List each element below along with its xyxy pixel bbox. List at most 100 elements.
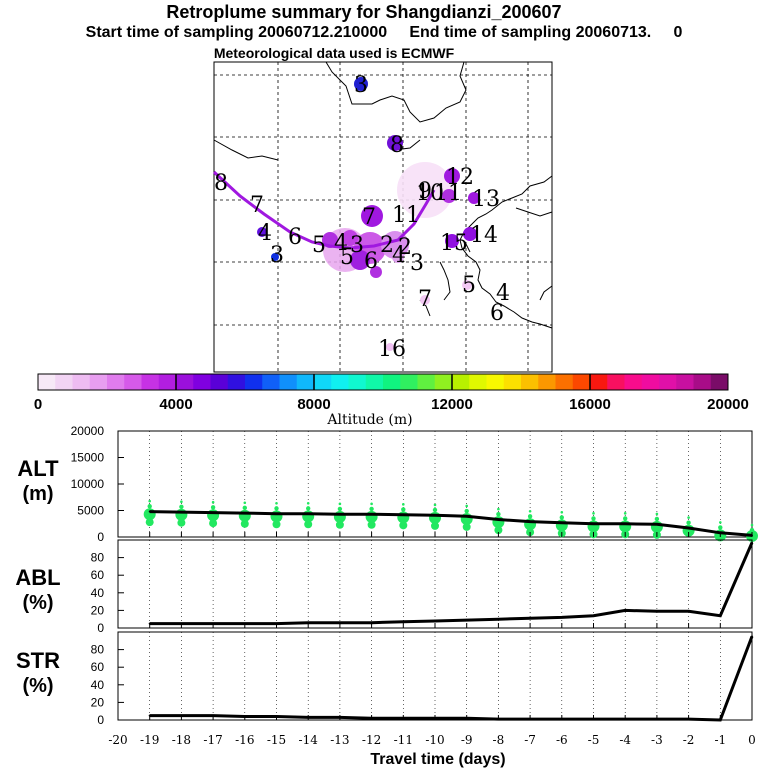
data-point <box>243 512 246 515</box>
colorbar-swatch <box>72 374 91 390</box>
y-tick-label: 20000 <box>71 424 105 438</box>
colorbar-swatch <box>590 374 608 390</box>
data-point <box>624 522 627 525</box>
map-day-label: 3 <box>354 73 368 98</box>
colorbar-tick-label: 4000 <box>159 396 192 413</box>
map-day-label: 7 <box>250 193 264 218</box>
alt-spread-dot <box>401 507 406 512</box>
data-point <box>624 609 627 612</box>
colorbar-swatch <box>521 374 539 390</box>
map-day-label: 7 <box>418 287 432 312</box>
colorbar-frame <box>37 373 729 391</box>
alt-spread-dot <box>560 511 564 514</box>
colorbar-swatch <box>624 374 643 390</box>
alt-spread-dot <box>338 502 342 506</box>
alt-spread-dot <box>402 503 405 506</box>
map-day-label: 2 <box>380 233 394 258</box>
x-tick-label: -6 <box>556 733 568 747</box>
alt-spread-dot <box>431 521 439 530</box>
map-day-label: 4 <box>334 231 348 256</box>
x-tick-label: -16 <box>235 733 254 747</box>
colorbar-tick-label: 16000 <box>569 396 611 413</box>
alt-spread-dot <box>211 500 215 504</box>
data-point <box>719 614 722 617</box>
map-coastlines <box>213 61 553 329</box>
alt-label: ALT <box>17 456 59 481</box>
alt-spread-dot <box>179 504 184 509</box>
colorbar-swatch <box>107 374 125 390</box>
data-point <box>434 514 436 517</box>
alt-spread-dot <box>465 504 469 508</box>
alt-series-line <box>149 510 753 537</box>
map-day-label: 10 <box>416 181 444 206</box>
x-tick-label: -13 <box>330 733 349 747</box>
alt-spread-dot <box>240 519 249 528</box>
map-day-label: 16 <box>378 337 406 362</box>
data-point <box>592 522 595 525</box>
colorbar-swatch <box>383 374 401 390</box>
colorbar-swatch <box>331 374 349 390</box>
alt-spread-dot <box>718 525 723 530</box>
map-day-label: 3 <box>410 251 424 276</box>
y-tick-label: 20 <box>91 695 105 709</box>
colorbar-swatch <box>538 374 556 390</box>
map-day-label: 3 <box>270 243 284 268</box>
str-series-line <box>149 635 754 722</box>
colorbar-tick-label: 20000 <box>707 396 749 413</box>
x-tick-label: -11 <box>394 733 413 747</box>
alt-spread-dot <box>494 526 503 535</box>
data-point <box>751 541 753 544</box>
data-point <box>655 610 658 613</box>
colorbar-swatch <box>486 374 505 390</box>
alt-spread-dot <box>306 501 310 505</box>
abl-unit: (%) <box>22 592 53 614</box>
map-day-label: 4 <box>392 243 406 268</box>
map-day-label: 11 <box>434 181 462 206</box>
colorbar-tick-label: 12000 <box>431 396 473 413</box>
alt-spread-dot <box>654 516 660 522</box>
map-day-label: 5 <box>312 233 326 258</box>
str-unit: (%) <box>22 675 53 697</box>
map-day-label: 6 <box>364 249 378 274</box>
alt-spread-dot <box>145 518 154 527</box>
alt-spread-dot <box>274 506 279 511</box>
colorbar-swatch <box>555 374 574 390</box>
alt-spread-dot <box>180 500 183 504</box>
data-point <box>655 523 658 526</box>
data-point <box>497 518 500 521</box>
alt-spread-dot <box>432 507 438 513</box>
x-tick-label: -2 <box>683 733 695 747</box>
map-day-label: 6 <box>490 301 504 326</box>
data-point <box>687 526 690 529</box>
chart-title: Retroplume summary for Shangdianzi_20060… <box>166 2 562 22</box>
colorbar-swatch <box>158 374 177 390</box>
alt-spread-dot <box>243 501 247 505</box>
y-tick-label: 5000 <box>77 504 104 518</box>
colorbar-swatch <box>89 374 108 390</box>
data-point <box>307 512 310 515</box>
x-tick-label: -14 <box>299 733 319 747</box>
x-tick-label: -17 <box>203 733 222 747</box>
alt-spread-dot <box>623 516 628 521</box>
colorbar-swatch <box>469 374 487 390</box>
y-tick-label: 80 <box>91 643 105 657</box>
y-tick-label: 40 <box>91 678 105 692</box>
alt-unit: (m) <box>22 483 53 505</box>
map-day-label: 8 <box>390 133 404 158</box>
sampling-time-line: Start time of sampling 20060712.210000 E… <box>85 24 683 41</box>
colorbar-swatch <box>365 374 384 390</box>
x-tick-label: -4 <box>619 733 631 747</box>
map-day-label: 7 <box>362 205 376 230</box>
alt-spread-dot <box>147 504 152 509</box>
colorbar-swatch <box>400 374 418 390</box>
x-tick-label: -8 <box>493 733 505 747</box>
x-tick-label: -15 <box>267 733 286 747</box>
colorbar-ticks: 0 4000 8000 12000 16000 20000 <box>34 374 749 413</box>
colorbar-swatch <box>210 374 229 390</box>
colorbar-swatch <box>676 374 694 390</box>
alt-spread-dot <box>591 516 596 521</box>
map-day-label: 9 <box>418 179 432 204</box>
alt-spread-dot <box>399 521 408 530</box>
